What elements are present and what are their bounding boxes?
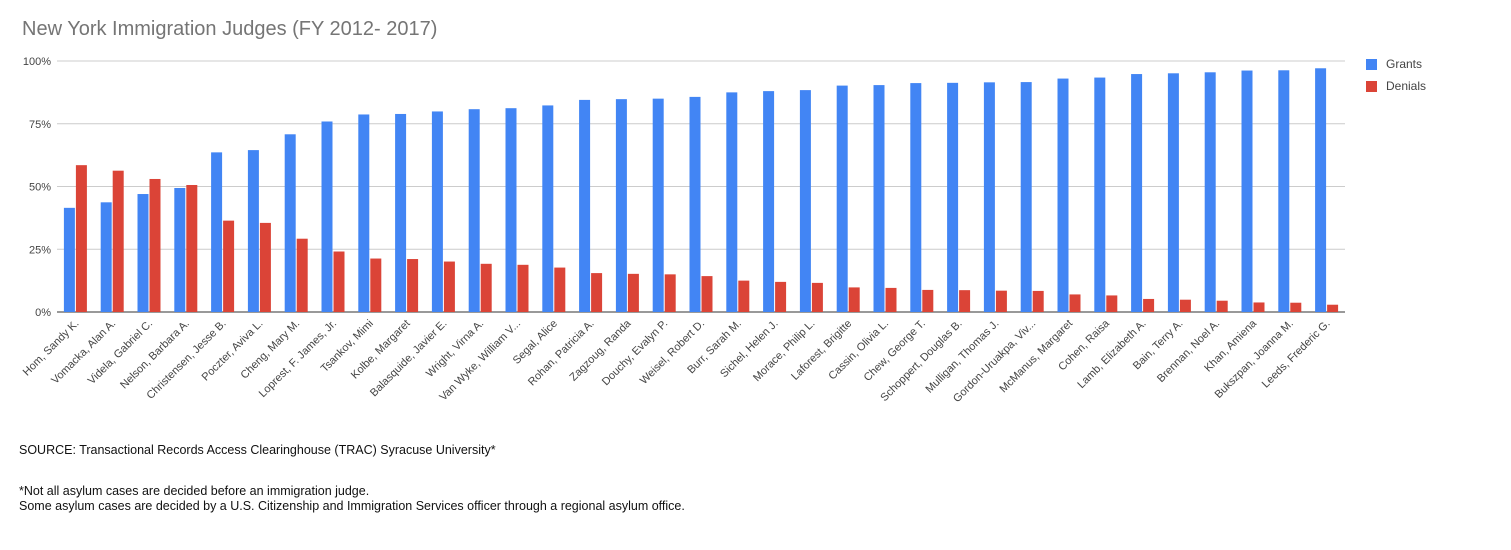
bar-grants[interactable]: [579, 99, 591, 312]
bar-denials[interactable]: [1253, 302, 1265, 312]
bar-grants[interactable]: [689, 96, 701, 312]
bar-denials[interactable]: [517, 264, 529, 312]
bar-grants[interactable]: [542, 105, 554, 312]
x-tick-label: Leeds, Frederic G.: [1260, 318, 1333, 391]
bar-denials[interactable]: [1290, 302, 1302, 312]
bar-denials[interactable]: [443, 261, 455, 312]
bar-grants[interactable]: [395, 113, 407, 312]
x-tick-label: Vomacka, Alan A.: [49, 318, 118, 387]
bar-denials[interactable]: [333, 251, 345, 312]
bar-denials[interactable]: [885, 287, 897, 312]
footnote-line-1: *Not all asylum cases are decided before…: [19, 484, 370, 498]
bar-grants[interactable]: [211, 152, 223, 312]
source-note: SOURCE: Transactional Records Access Cle…: [19, 443, 496, 457]
bar-denials[interactable]: [1327, 304, 1339, 312]
bar-denials[interactable]: [775, 281, 787, 312]
bar-denials[interactable]: [149, 178, 161, 312]
bar-denials[interactable]: [407, 259, 419, 312]
bar-grants[interactable]: [947, 82, 959, 312]
bar-grants[interactable]: [1131, 74, 1143, 312]
bar-grants[interactable]: [873, 85, 885, 312]
bar-grants[interactable]: [1315, 68, 1327, 313]
legend-label-grants: Grants: [1386, 57, 1423, 71]
x-tick-label: Rohan, Patricia A.: [526, 318, 597, 389]
x-tick-label: Videla, Gabriel C.: [86, 318, 155, 387]
bar-grants[interactable]: [247, 150, 259, 312]
legend-label-denials: Denials: [1386, 79, 1427, 93]
bar-denials[interactable]: [1179, 299, 1191, 312]
bar-denials[interactable]: [112, 170, 124, 312]
y-tick-label: 25%: [29, 244, 51, 256]
y-tick-label: 100%: [23, 56, 51, 68]
bar-grants[interactable]: [100, 202, 112, 312]
x-tick-label: Weisel, Robert D.: [638, 318, 707, 387]
chart-title: New York Immigration Judges (FY 2012- 20…: [22, 18, 438, 40]
x-tick-label: Brennan, Noel A.: [1155, 318, 1222, 385]
footnote: *Not all asylum cases are decided before…: [19, 484, 685, 514]
bar-denials[interactable]: [480, 263, 492, 312]
bar-grants[interactable]: [1020, 82, 1032, 312]
y-tick-label: 0%: [35, 307, 51, 319]
bar-grants[interactable]: [799, 90, 811, 312]
bar-denials[interactable]: [1143, 298, 1155, 312]
bar-grants[interactable]: [468, 109, 480, 312]
bar-denials[interactable]: [959, 290, 971, 312]
bar-denials[interactable]: [664, 274, 676, 312]
bar-denials[interactable]: [738, 280, 750, 312]
bar-grants[interactable]: [836, 85, 848, 313]
bar-denials[interactable]: [1216, 300, 1228, 312]
bar-denials[interactable]: [259, 222, 271, 312]
bar-denials[interactable]: [554, 267, 566, 312]
bar-grants[interactable]: [615, 99, 627, 312]
bar-grants[interactable]: [174, 188, 186, 312]
bar-denials[interactable]: [1106, 295, 1118, 312]
bar-grants[interactable]: [358, 114, 370, 312]
bar-grants[interactable]: [284, 134, 296, 312]
bar-grants[interactable]: [1094, 77, 1106, 312]
bar-grants[interactable]: [431, 111, 443, 313]
bar-denials[interactable]: [701, 276, 713, 312]
bar-denials[interactable]: [1069, 294, 1081, 312]
bar-grants[interactable]: [1204, 72, 1216, 312]
legend-swatch-grants: [1366, 58, 1377, 70]
x-tick-label: Lamb, Elizabeth A.: [1075, 318, 1148, 391]
legend-item-grants[interactable]: Grants: [1366, 53, 1426, 75]
footnote-line-2: Some asylum cases are decided by a U.S. …: [19, 499, 685, 513]
bar-grants[interactable]: [321, 121, 333, 312]
bar-grants[interactable]: [1241, 70, 1253, 313]
bar-grants[interactable]: [910, 83, 922, 312]
y-tick-label: 50%: [29, 182, 51, 194]
x-tick-label: Nelson, Barbara A.: [118, 318, 192, 392]
bar-denials[interactable]: [1032, 290, 1044, 312]
bar-grants[interactable]: [763, 91, 775, 313]
bar-grants[interactable]: [1167, 73, 1179, 312]
bar-denials[interactable]: [627, 273, 639, 312]
bar-grants[interactable]: [1278, 70, 1290, 312]
bar-grants[interactable]: [505, 108, 517, 312]
bar-denials[interactable]: [370, 258, 382, 312]
bar-denials[interactable]: [223, 220, 235, 312]
bar-chart: 0%25%50%75%100%Hom, Sandy K.Vomacka, Ala…: [21, 56, 1345, 405]
bar-denials[interactable]: [995, 290, 1007, 312]
bar-denials[interactable]: [922, 289, 934, 312]
bar-denials[interactable]: [811, 282, 823, 312]
bar-denials[interactable]: [296, 238, 308, 312]
legend: Grants Denials: [1366, 53, 1426, 97]
bar-denials[interactable]: [186, 184, 198, 312]
bar-grants[interactable]: [137, 194, 149, 312]
bar-denials[interactable]: [75, 165, 87, 312]
bar-denials[interactable]: [591, 273, 603, 312]
x-tick-label: Douchy, Evalyn P.: [600, 318, 670, 388]
y-tick-label: 75%: [29, 119, 51, 131]
legend-swatch-denials: [1366, 80, 1377, 92]
bar-grants[interactable]: [983, 82, 995, 313]
bar-grants[interactable]: [1057, 78, 1069, 312]
bar-grants[interactable]: [726, 92, 738, 312]
bar-grants[interactable]: [63, 207, 75, 312]
bar-denials[interactable]: [848, 287, 860, 312]
legend-item-denials[interactable]: Denials: [1366, 75, 1426, 97]
bar-grants[interactable]: [652, 98, 664, 313]
